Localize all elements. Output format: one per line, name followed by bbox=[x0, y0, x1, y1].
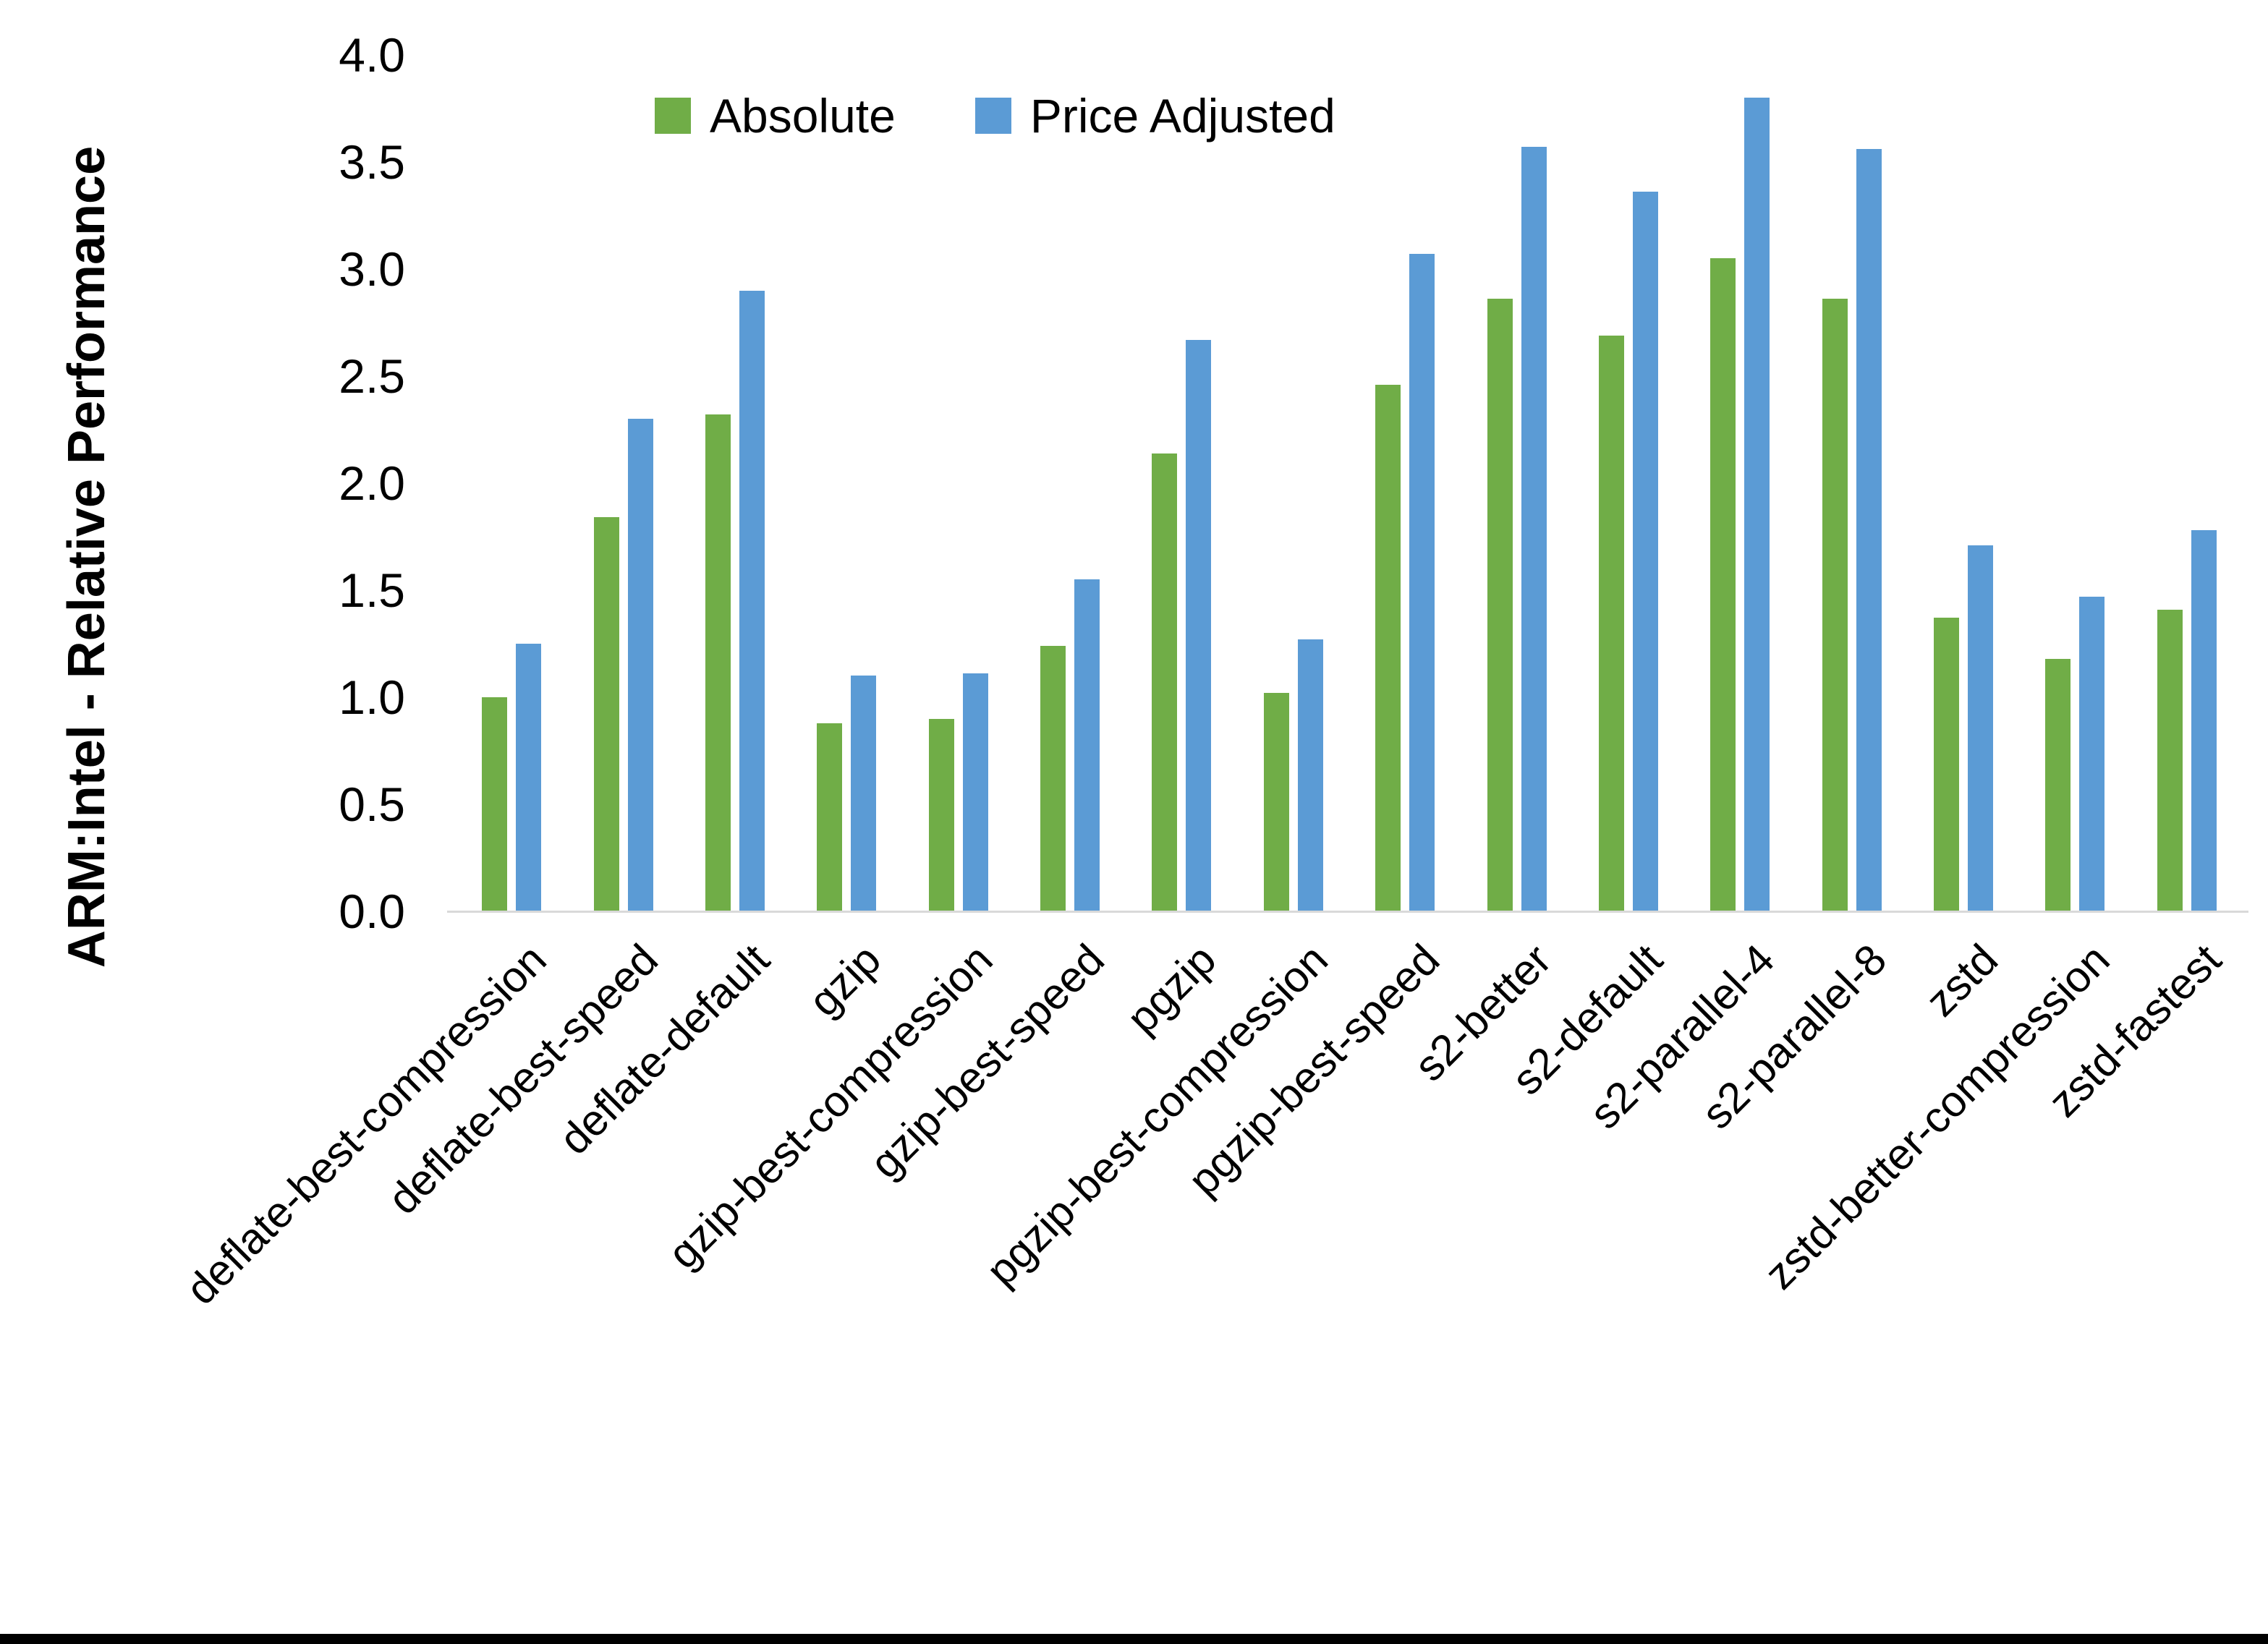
bar-price-adjusted bbox=[627, 419, 653, 911]
bar-price-adjusted bbox=[1409, 254, 1435, 911]
x-axis-label: pgzip bbox=[1117, 934, 1226, 1043]
bar-price-adjusted bbox=[2079, 596, 2105, 911]
bar-group bbox=[2131, 55, 2243, 911]
bottom-border bbox=[0, 1634, 2268, 1644]
bar-absolute bbox=[1822, 299, 1848, 911]
bar-group bbox=[1573, 55, 1684, 911]
bar-group bbox=[679, 55, 791, 911]
bar-price-adjusted bbox=[739, 290, 765, 911]
y-axis-tick-label: 2.0 bbox=[339, 456, 405, 510]
y-axis-tick-label: 4.0 bbox=[339, 28, 405, 82]
bar-absolute bbox=[928, 718, 954, 911]
bar-group bbox=[1238, 55, 1349, 911]
bar-group bbox=[791, 55, 902, 911]
bar-absolute bbox=[1710, 258, 1736, 911]
y-axis-tick-label: 1.0 bbox=[339, 670, 405, 724]
bar-price-adjusted bbox=[2191, 530, 2217, 911]
bar-group bbox=[1908, 55, 2019, 911]
y-axis-tick-label: 0.5 bbox=[339, 778, 405, 831]
y-axis-tick-label: 0.0 bbox=[339, 885, 405, 938]
bar-price-adjusted bbox=[1632, 192, 1658, 911]
bar-price-adjusted bbox=[1968, 545, 1994, 911]
y-axis-tick-label: 1.5 bbox=[339, 563, 405, 617]
bar-group bbox=[1461, 55, 1572, 911]
bar-price-adjusted bbox=[851, 676, 877, 911]
bar-absolute bbox=[1598, 335, 1624, 911]
y-axis-tick-label: 2.5 bbox=[339, 349, 405, 403]
bar-absolute bbox=[482, 697, 508, 911]
legend-swatch-absolute bbox=[655, 98, 691, 134]
bar-absolute bbox=[1487, 299, 1513, 911]
bar-price-adjusted bbox=[1074, 579, 1100, 911]
plot-area bbox=[456, 55, 2243, 911]
legend-swatch-price-adjusted bbox=[974, 98, 1011, 134]
legend: Absolute Price Adjusted bbox=[655, 88, 1335, 143]
bar-absolute bbox=[1152, 453, 1178, 911]
y-axis-tick-labels: 0.0 0.5 1.0 1.5 2.0 2.5 3.0 3.5 4.0 bbox=[0, 0, 405, 1644]
bar-group bbox=[2019, 55, 2131, 911]
x-axis-label: zstd bbox=[1916, 934, 2008, 1026]
x-axis-label: deflate-best-speed bbox=[378, 934, 667, 1224]
legend-label-price-adjusted: Price Adjusted bbox=[1029, 89, 1335, 142]
legend-label-absolute: Absolute bbox=[710, 89, 896, 142]
x-axis-label: pgzip-best-compression bbox=[977, 934, 1337, 1295]
bar-price-adjusted bbox=[1521, 147, 1547, 911]
x-axis-label: gzip bbox=[799, 934, 891, 1026]
x-axis-label: gzip-best-speed bbox=[860, 934, 1114, 1188]
x-axis-label: s2-better bbox=[1404, 934, 1560, 1091]
x-axis-label: zstd-better-compression bbox=[1755, 934, 2119, 1299]
bar-price-adjusted bbox=[1856, 149, 1882, 911]
bar-absolute bbox=[1040, 645, 1066, 911]
bar-group bbox=[1349, 55, 1461, 911]
bar-group bbox=[1014, 55, 1126, 911]
x-axis-label: s2-parallel-8 bbox=[1691, 934, 1895, 1138]
bar-absolute bbox=[817, 723, 843, 911]
bar-absolute bbox=[593, 517, 619, 911]
bar-price-adjusted bbox=[1297, 639, 1323, 911]
bar-absolute bbox=[1375, 384, 1401, 911]
x-axis-label: s2-parallel-4 bbox=[1580, 934, 1784, 1138]
legend-item-price-adjusted: Price Adjusted bbox=[974, 88, 1335, 143]
x-axis-label: deflate-default bbox=[549, 934, 779, 1164]
bar-group bbox=[567, 55, 679, 911]
bar-absolute bbox=[705, 414, 731, 911]
bar-absolute bbox=[2045, 658, 2071, 911]
bar-group bbox=[1126, 55, 1237, 911]
bar-price-adjusted bbox=[1186, 339, 1212, 911]
bar-price-adjusted bbox=[1744, 98, 1770, 911]
x-axis-label: s2-default bbox=[1503, 934, 1673, 1104]
bar-group bbox=[1796, 55, 1908, 911]
x-axis-label: pgzip-best-speed bbox=[1178, 934, 1449, 1205]
legend-item-absolute: Absolute bbox=[655, 88, 896, 143]
x-axis-line bbox=[447, 911, 2248, 913]
x-axis-label: zstd-fastest bbox=[2039, 934, 2230, 1127]
bar-group bbox=[903, 55, 1014, 911]
bar-absolute bbox=[2157, 609, 2183, 911]
bar-absolute bbox=[1263, 693, 1289, 911]
bar-price-adjusted bbox=[962, 673, 988, 911]
y-axis-tick-label: 3.5 bbox=[339, 135, 405, 189]
bar-group bbox=[1684, 55, 1796, 911]
bar-absolute bbox=[1934, 618, 1960, 911]
bar-price-adjusted bbox=[516, 644, 542, 911]
y-axis-tick-label: 3.0 bbox=[339, 242, 405, 296]
bar-group bbox=[456, 55, 567, 911]
x-axis-label: gzip-best-compression bbox=[658, 934, 1002, 1278]
